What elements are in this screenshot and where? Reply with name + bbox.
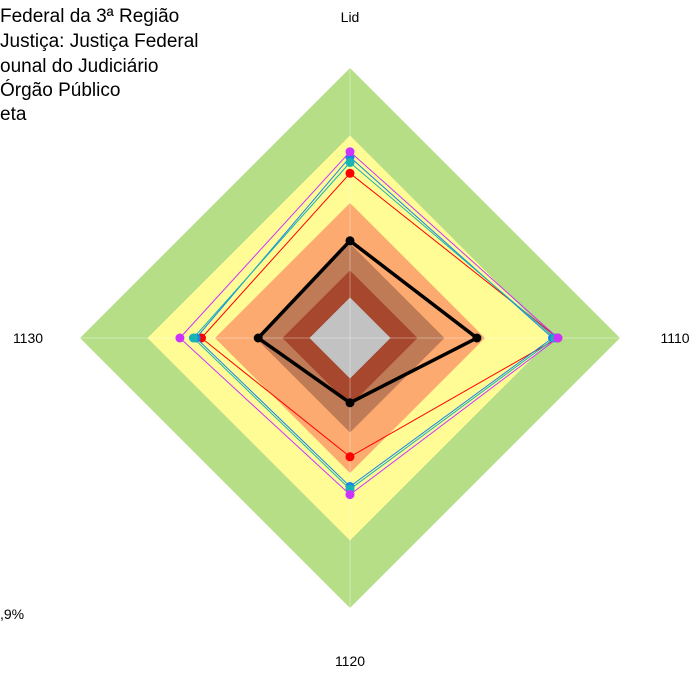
series-4-point-0 bbox=[345, 147, 355, 157]
series-3-point-0 bbox=[345, 158, 355, 167]
series-1-point-2 bbox=[345, 452, 355, 462]
legend-text-4: Órgão Público bbox=[0, 80, 121, 101]
legend-text-2: Justiça: Justiça Federal bbox=[0, 31, 199, 52]
axis-label-0: Lid bbox=[341, 9, 360, 25]
series-4-point-3 bbox=[175, 333, 185, 343]
series-4-point-1 bbox=[553, 333, 563, 343]
axis-label-2: 1120 bbox=[335, 653, 365, 669]
axis-label-1: 1110 bbox=[660, 330, 689, 346]
legend-text-5: eta bbox=[0, 104, 27, 125]
footnote-text: ,9% bbox=[0, 606, 25, 622]
series-4-point-2 bbox=[345, 490, 355, 500]
axis-label-3: 1130 bbox=[13, 330, 43, 346]
series-1-point-0 bbox=[345, 168, 355, 178]
band-5 bbox=[309, 297, 391, 379]
legend-text-3: ounal do Judiciário bbox=[0, 56, 159, 77]
series-0-point-2 bbox=[345, 398, 355, 408]
series-3-point-3 bbox=[188, 333, 198, 343]
series-0-point-0 bbox=[345, 236, 355, 246]
series-0-point-3 bbox=[253, 333, 263, 343]
series-0-point-1 bbox=[472, 333, 482, 343]
legend-text-1: Federal da 3ª Região bbox=[0, 6, 180, 27]
